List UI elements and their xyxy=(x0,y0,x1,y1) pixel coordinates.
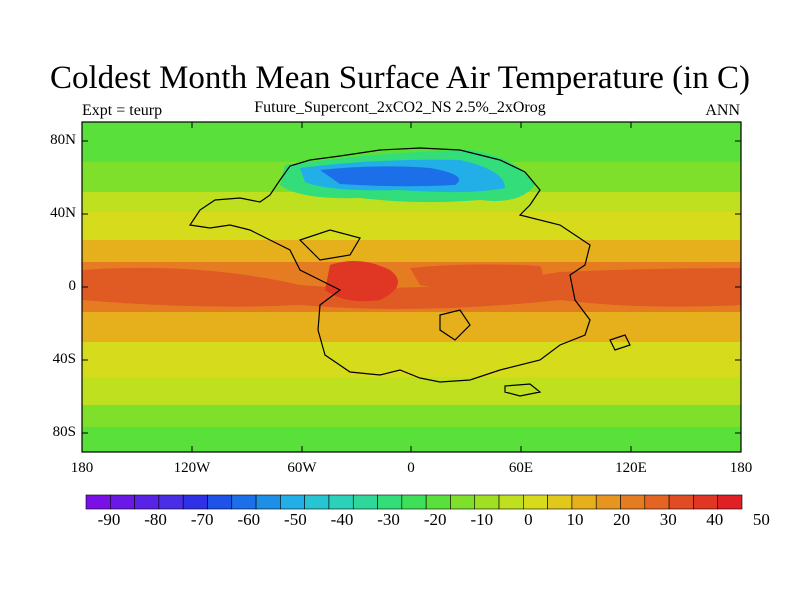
colorbar-swatch xyxy=(328,494,354,510)
colorbar-label: 10 xyxy=(566,510,584,529)
colorbar xyxy=(85,494,743,510)
band-south-subtropic xyxy=(82,312,741,342)
colorbar-label: -80 xyxy=(144,510,167,529)
colorbar-swatch xyxy=(401,494,427,510)
colorbar-swatch xyxy=(498,494,524,510)
continent-hot-region xyxy=(325,261,398,302)
experiment-name: Future_Supercont_2xCO2_NS 2.5%_2xOrog xyxy=(254,99,546,116)
colorbar-swatch xyxy=(377,494,403,510)
colorbar-swatch xyxy=(134,494,160,510)
y-tick-label: 40S xyxy=(52,351,76,367)
colorbar-label: -40 xyxy=(330,510,354,529)
experiment-label: Expt = teurp xyxy=(82,102,163,119)
band-north-subtropic xyxy=(82,240,741,262)
colorbar-label: -10 xyxy=(470,510,494,529)
y-tick-label: 80S xyxy=(52,424,76,440)
colorbar-swatch xyxy=(474,494,500,510)
colorbar-label: 40 xyxy=(706,510,724,529)
x-tick-label: 120W xyxy=(173,460,211,476)
colorbar-swatch xyxy=(425,494,451,510)
colorbar-label: -50 xyxy=(284,510,307,529)
season-label: ANN xyxy=(705,102,740,119)
colorbar-swatch xyxy=(109,494,135,510)
colorbar-swatch xyxy=(693,494,719,510)
x-tick-label: 120E xyxy=(615,460,647,476)
band-south-cool xyxy=(82,377,741,405)
x-tick-label: 60W xyxy=(287,460,317,476)
colorbar-label: -90 xyxy=(97,510,121,529)
colorbar-swatch xyxy=(644,494,670,510)
colorbar-swatch xyxy=(620,494,646,510)
continent-hot-east xyxy=(410,264,543,291)
x-tick-label: 180 xyxy=(729,460,753,476)
colorbar-swatch xyxy=(547,494,573,510)
band-north-warm xyxy=(82,212,741,240)
north-continent-core xyxy=(320,166,460,187)
equatorial-hot-zone xyxy=(82,267,741,309)
colorbar-swatch xyxy=(231,494,257,510)
colorbar-label: -30 xyxy=(377,510,400,529)
colorbar-label: -60 xyxy=(237,510,261,529)
colorbar-swatch xyxy=(668,494,694,510)
colorbar-swatch xyxy=(304,494,330,510)
colorbar-swatch xyxy=(182,494,208,510)
colorbar-swatch xyxy=(255,494,281,510)
x-tick-label: 180 xyxy=(70,460,94,476)
x-tick-label: 60E xyxy=(508,460,534,476)
coastline xyxy=(188,147,631,397)
colorbar-swatch xyxy=(595,494,621,510)
x-axis-ticks xyxy=(81,122,742,452)
plot-title: Coldest Month Mean Surface Air Temperatu… xyxy=(50,60,750,96)
colorbar-swatch xyxy=(207,494,233,510)
colorbar-swatch xyxy=(280,494,305,510)
y-tick-label: 80N xyxy=(50,132,76,148)
colorbar-swatch xyxy=(450,494,476,510)
x-tick-label: 0 xyxy=(407,460,415,476)
y-axis-ticks xyxy=(82,140,741,434)
band-south-subpolar xyxy=(82,405,741,427)
colorbar-swatch xyxy=(523,494,548,510)
colorbar-swatch xyxy=(717,494,743,510)
y-tick-label: 0 xyxy=(68,278,77,294)
band-north-cool xyxy=(82,192,741,212)
colorbar-label: 20 xyxy=(613,510,631,529)
band-south-warm xyxy=(82,342,741,377)
colorbar-swatch xyxy=(85,494,111,510)
colorbar-label: 30 xyxy=(659,510,677,529)
colorbar-swatch xyxy=(352,494,378,510)
colorbar-swatch xyxy=(571,494,597,510)
colorbar-label: 50 xyxy=(752,510,770,529)
colorbar-label: 0 xyxy=(524,510,533,529)
colorbar-label: -70 xyxy=(190,510,214,529)
colorbar-swatch xyxy=(158,494,184,510)
colorbar-label: -20 xyxy=(423,510,447,529)
y-tick-label: 40N xyxy=(50,205,76,221)
